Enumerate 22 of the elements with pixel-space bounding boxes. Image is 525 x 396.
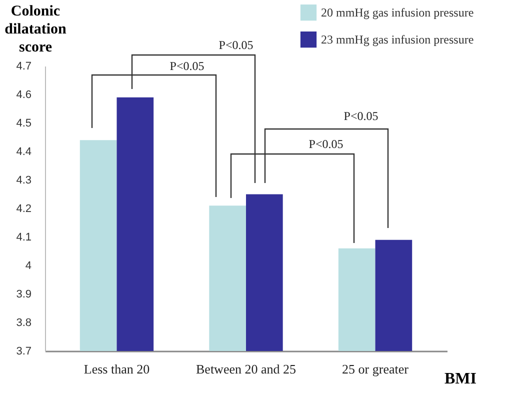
text: P<0.05 (218, 38, 254, 52)
y-tick-label: 4.1 (16, 232, 32, 244)
y-tick-label: 4 (25, 260, 32, 272)
annotation: P<0.05 (344, 109, 378, 123)
x-tick-label: 25 or greater (342, 362, 410, 376)
y-tick-label: 3.8 (16, 317, 32, 329)
y-tick-label: 4.4 (16, 146, 32, 158)
y-tick-label: 3.7 (16, 346, 32, 358)
y-tick-label: 3.9 (16, 288, 32, 300)
annotation: P<0.05 (308, 137, 344, 151)
y-tick-label: 4.7 (16, 60, 32, 72)
legend-label: 20 mmHg gas infusion pressure (321, 6, 474, 20)
x-axis-title: BMI (444, 370, 476, 388)
y-axis-title: Colonic dilatation score (4, 4, 67, 56)
y-tick-label: 4.5 (16, 118, 32, 130)
y-tick-label: 4.2 (16, 203, 32, 215)
legend-label: 23 mmHg gas infusion pressure (321, 32, 474, 46)
y-tick-label: 4.6 (16, 89, 32, 101)
annotation: P<0.05 (170, 59, 204, 73)
y-tick-label: 4.3 (16, 174, 32, 186)
x-tick-label: Less than 20 (84, 362, 150, 376)
x-tick-label: Between 20 and 25 (196, 362, 296, 376)
